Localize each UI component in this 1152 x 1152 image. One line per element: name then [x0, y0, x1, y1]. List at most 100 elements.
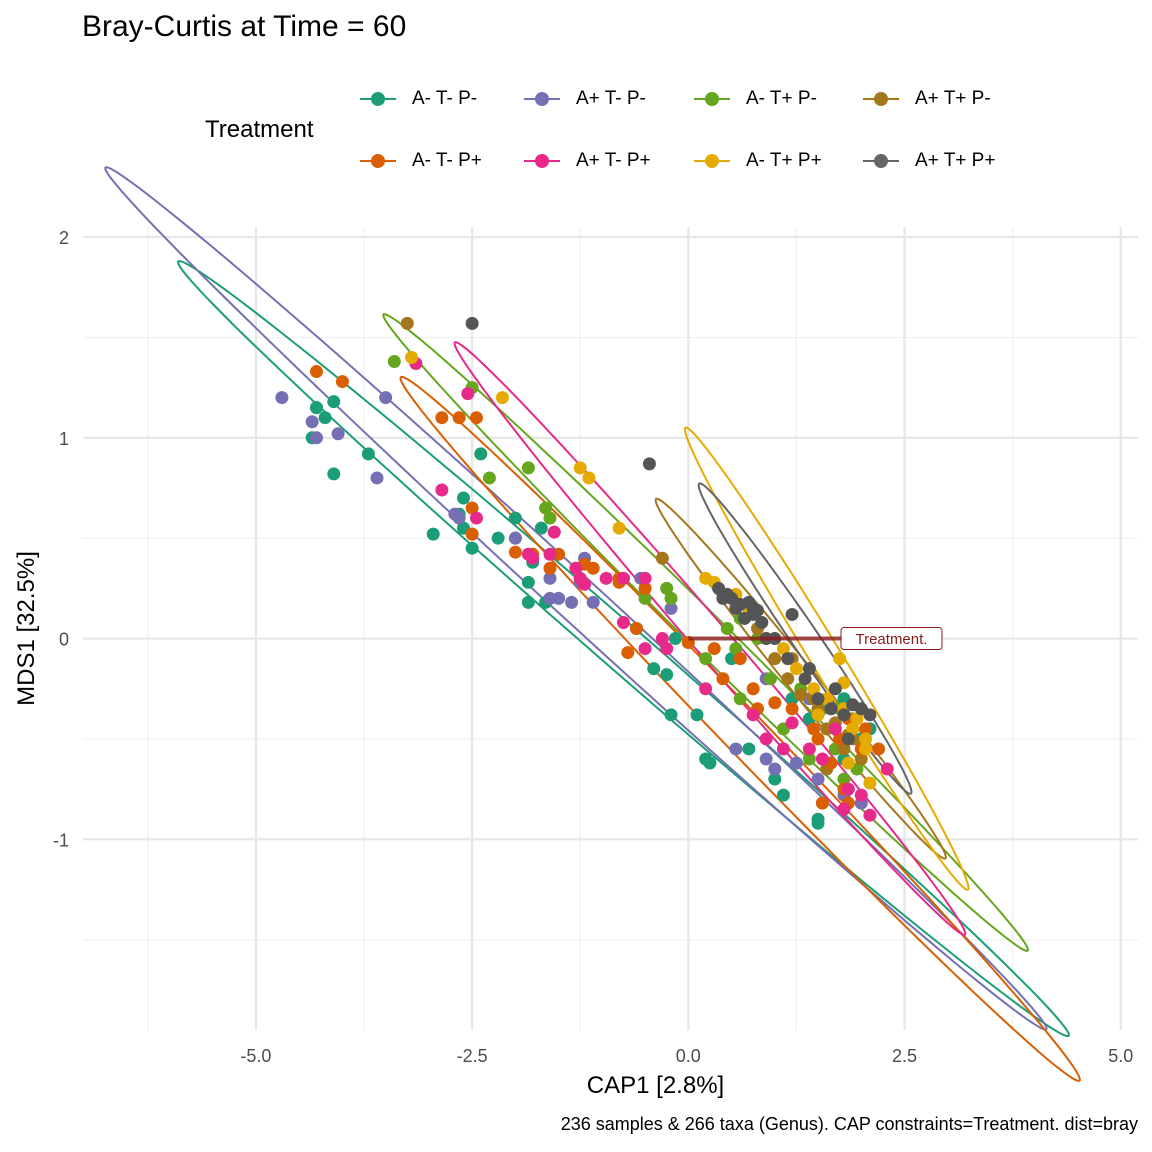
data-point [482, 471, 496, 485]
data-point [863, 808, 877, 822]
data-point [586, 561, 600, 575]
data-point [452, 511, 466, 525]
legend-item: A- T+ P- [692, 85, 817, 113]
data-point [668, 632, 682, 646]
data-point [655, 551, 669, 565]
data-point [543, 571, 557, 585]
data-point [755, 615, 769, 629]
data-point [361, 447, 375, 461]
data-point [638, 571, 652, 585]
legend-key-swatch [522, 85, 562, 113]
data-point [828, 682, 842, 696]
data-point [327, 467, 341, 481]
data-point [746, 708, 760, 722]
data-point [526, 551, 540, 565]
grid-lines [83, 227, 1138, 1030]
legend-item-label: A- T- P- [412, 88, 478, 109]
data-point [543, 547, 557, 561]
data-point [400, 316, 414, 330]
data-point [776, 642, 790, 656]
data-point [841, 732, 855, 746]
legend-item: A+ T- P- [522, 85, 646, 113]
data-point [331, 427, 345, 441]
legend-item: A- T- P+ [358, 147, 482, 175]
x-tick-label: -2.5 [457, 1046, 488, 1066]
data-point [474, 447, 488, 461]
data-point [539, 501, 553, 515]
data-point [789, 756, 803, 770]
data-point [837, 802, 851, 816]
data-point [461, 387, 475, 401]
data-point [655, 632, 669, 646]
data-point [547, 525, 561, 539]
data-point [759, 752, 773, 766]
data-point [565, 595, 579, 609]
data-point [828, 722, 842, 736]
data-point [616, 571, 630, 585]
data-point [841, 756, 855, 770]
legend-key-swatch [522, 147, 562, 175]
data-point [833, 652, 847, 666]
data-point [469, 511, 483, 525]
data-point [807, 722, 821, 736]
data-point [759, 732, 773, 746]
data-point [733, 652, 747, 666]
data-point [811, 708, 825, 722]
y-tick-label: 0 [59, 630, 69, 650]
data-points [275, 316, 894, 830]
data-point [789, 662, 803, 676]
data-point [543, 511, 557, 525]
data-point [854, 788, 868, 802]
x-axis-label: CAP1 [2.8%] [587, 1072, 724, 1099]
data-point [768, 696, 782, 710]
legend-item: A- T+ P+ [692, 147, 822, 175]
data-point [586, 595, 600, 609]
legend-item-label: A- T- P+ [412, 150, 482, 171]
data-point [859, 742, 873, 756]
data-point [327, 395, 341, 409]
data-point [521, 461, 535, 475]
data-point [379, 391, 393, 405]
data-point [763, 672, 777, 686]
data-point [664, 708, 678, 722]
ellipse-outline [382, 313, 1030, 952]
data-point [811, 732, 825, 746]
data-point [582, 471, 596, 485]
data-point [733, 692, 747, 706]
data-point [469, 411, 483, 425]
data-point [370, 471, 384, 485]
data-point [638, 591, 652, 605]
data-point [729, 742, 743, 756]
data-point [776, 742, 790, 756]
data-point [785, 607, 799, 621]
x-tick-label: -5.0 [240, 1046, 271, 1066]
data-point [781, 672, 795, 686]
data-point [629, 622, 643, 635]
legend-item: A- T- P- [358, 85, 477, 113]
data-point [543, 561, 557, 575]
data-point [508, 545, 522, 559]
data-point [573, 461, 587, 475]
legend-item-label: A- T+ P+ [746, 150, 822, 171]
data-point [508, 531, 522, 545]
y-tick-label: 1 [59, 429, 69, 449]
legend-item-label: A+ T+ P+ [915, 150, 996, 171]
data-point [309, 431, 323, 445]
data-point [275, 391, 289, 405]
data-point [660, 668, 674, 682]
data-point [768, 762, 782, 776]
data-point [452, 411, 466, 425]
data-point [703, 756, 717, 770]
y-tick-label: 2 [59, 228, 69, 248]
data-point [465, 527, 479, 541]
data-point [638, 642, 652, 656]
data-point [647, 662, 661, 676]
chart-caption: 236 samples & 266 taxa (Genus). CAP cons… [560, 1114, 1138, 1134]
data-point [699, 652, 713, 666]
data-point [846, 722, 860, 736]
ellipse-outline [104, 166, 1048, 1031]
data-point [720, 622, 734, 635]
data-point [768, 652, 782, 666]
data-point [335, 375, 349, 389]
data-point [815, 752, 829, 766]
